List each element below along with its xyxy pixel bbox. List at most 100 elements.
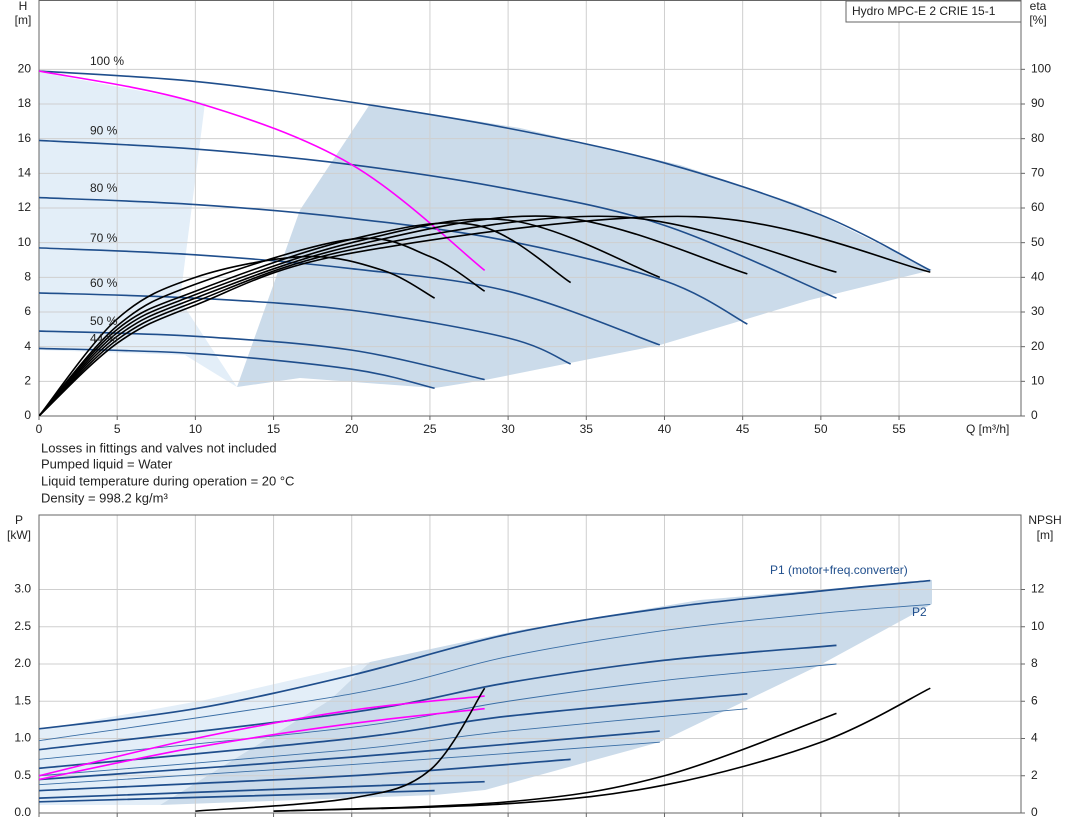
y2-tick-label: 4 <box>1031 731 1038 745</box>
y-axis-label: H <box>19 0 28 13</box>
x-tick-label: 35 <box>580 422 594 436</box>
y-axis-label: P <box>15 513 23 527</box>
annotation: P1 (motor+freq.converter) <box>770 563 908 577</box>
note: Liquid temperature during operation = 20… <box>41 473 294 488</box>
y2-tick-label: 60 <box>1031 200 1045 214</box>
note: Pumped liquid = Water <box>41 456 173 471</box>
x-tick-label: 55 <box>892 422 906 436</box>
annotation: P2 <box>912 605 927 619</box>
y-tick-label: 0.0 <box>14 805 31 819</box>
y2-tick-label: 0 <box>1031 805 1038 819</box>
y2-tick-label: 50 <box>1031 235 1045 249</box>
y-tick-label: 2.5 <box>14 619 31 633</box>
y2-tick-label: 8 <box>1031 656 1038 670</box>
curve <box>39 789 435 803</box>
y-tick-label: 14 <box>18 166 32 180</box>
curve <box>39 663 837 760</box>
y-tick-label: 0 <box>24 408 31 422</box>
y2-tick-label: 10 <box>1031 374 1045 388</box>
curve <box>39 70 486 272</box>
y-axis-unit: [m] <box>15 13 32 27</box>
speed-label: 90 % <box>90 124 118 138</box>
x-tick-label: 45 <box>736 422 750 436</box>
curve <box>195 687 486 812</box>
range-dark <box>160 580 932 805</box>
x-tick-label: 40 <box>658 422 672 436</box>
speed-label: 80 % <box>90 181 118 195</box>
y-tick-label: 3.0 <box>14 582 31 596</box>
curves <box>39 70 931 812</box>
curve <box>39 708 748 777</box>
range-light <box>39 72 237 387</box>
note: Density = 998.2 kg/m³ <box>41 490 168 505</box>
y2-tick-label: 0 <box>1031 408 1038 422</box>
chart-title: Hydro MPC-E 2 CRIE 15-1 <box>852 4 996 18</box>
plot-frame <box>38 0 1022 417</box>
y2-axis-label: NPSH <box>1028 513 1061 527</box>
speed-label: 50 % <box>90 314 118 328</box>
speed-label: 60 % <box>90 276 118 290</box>
x-tick-label: 30 <box>501 422 515 436</box>
series-group <box>39 70 931 416</box>
x-tick-label: 0 <box>36 422 43 436</box>
y-tick-label: 10 <box>18 235 32 249</box>
y2-axis-unit: [%] <box>1029 13 1046 27</box>
curve <box>273 687 931 812</box>
curve <box>39 730 660 781</box>
curve <box>39 707 485 781</box>
x-tick-label: 50 <box>814 422 828 436</box>
y2-tick-label: 70 <box>1031 166 1045 180</box>
curve <box>39 692 748 770</box>
curve <box>39 292 571 365</box>
curve <box>39 780 485 799</box>
plot-frame <box>38 514 1022 814</box>
y2-tick-label: 12 <box>1031 582 1045 596</box>
y-tick-label: 16 <box>18 131 32 145</box>
y-tick-label: 6 <box>24 304 31 318</box>
curve <box>39 215 931 416</box>
curve <box>39 644 837 751</box>
note: Losses in fittings and valves not includ… <box>41 440 277 455</box>
curve <box>39 215 748 416</box>
curve <box>39 237 486 416</box>
y2-tick-label: 2 <box>1031 768 1038 782</box>
y2-tick-label: 6 <box>1031 693 1038 707</box>
y-tick-label: 4 <box>24 339 31 353</box>
range-dark <box>237 104 932 388</box>
y-tick-label: 2 <box>24 374 31 388</box>
curve <box>39 222 572 416</box>
curve <box>39 215 837 416</box>
speed-label: 70 % <box>90 231 118 245</box>
x-tick-label: 5 <box>114 422 121 436</box>
y2-axis-label: eta <box>1030 0 1047 13</box>
y-axis-unit: [kW] <box>7 528 31 542</box>
curve <box>39 70 931 272</box>
y2-tick-label: 90 <box>1031 96 1045 110</box>
curve <box>39 758 571 792</box>
curve <box>39 579 931 730</box>
y2-tick-label: 20 <box>1031 339 1045 353</box>
curve <box>39 741 660 786</box>
y-tick-label: 0.5 <box>14 768 31 782</box>
operating-range <box>39 72 932 388</box>
curve <box>39 695 485 777</box>
curve <box>39 139 837 299</box>
speed-label: 44 % <box>90 332 118 346</box>
y-tick-label: 1.5 <box>14 693 31 707</box>
grid <box>38 0 1025 420</box>
y2-tick-label: 10 <box>1031 619 1045 633</box>
y-tick-label: 18 <box>18 96 32 110</box>
y-tick-label: 1.0 <box>14 731 31 745</box>
speed-label: 100 % <box>90 54 124 68</box>
x-axis-label: Q [m³/h] <box>966 422 1009 436</box>
x-tick-label: 20 <box>345 422 359 436</box>
y-tick-label: 20 <box>18 62 32 76</box>
x-tick-label: 10 <box>189 422 203 436</box>
title-box <box>845 0 1022 23</box>
curve <box>39 330 485 381</box>
x-tick-label: 25 <box>423 422 437 436</box>
y-tick-label: 12 <box>18 200 32 214</box>
y2-tick-label: 40 <box>1031 270 1045 284</box>
series-group <box>39 579 931 812</box>
